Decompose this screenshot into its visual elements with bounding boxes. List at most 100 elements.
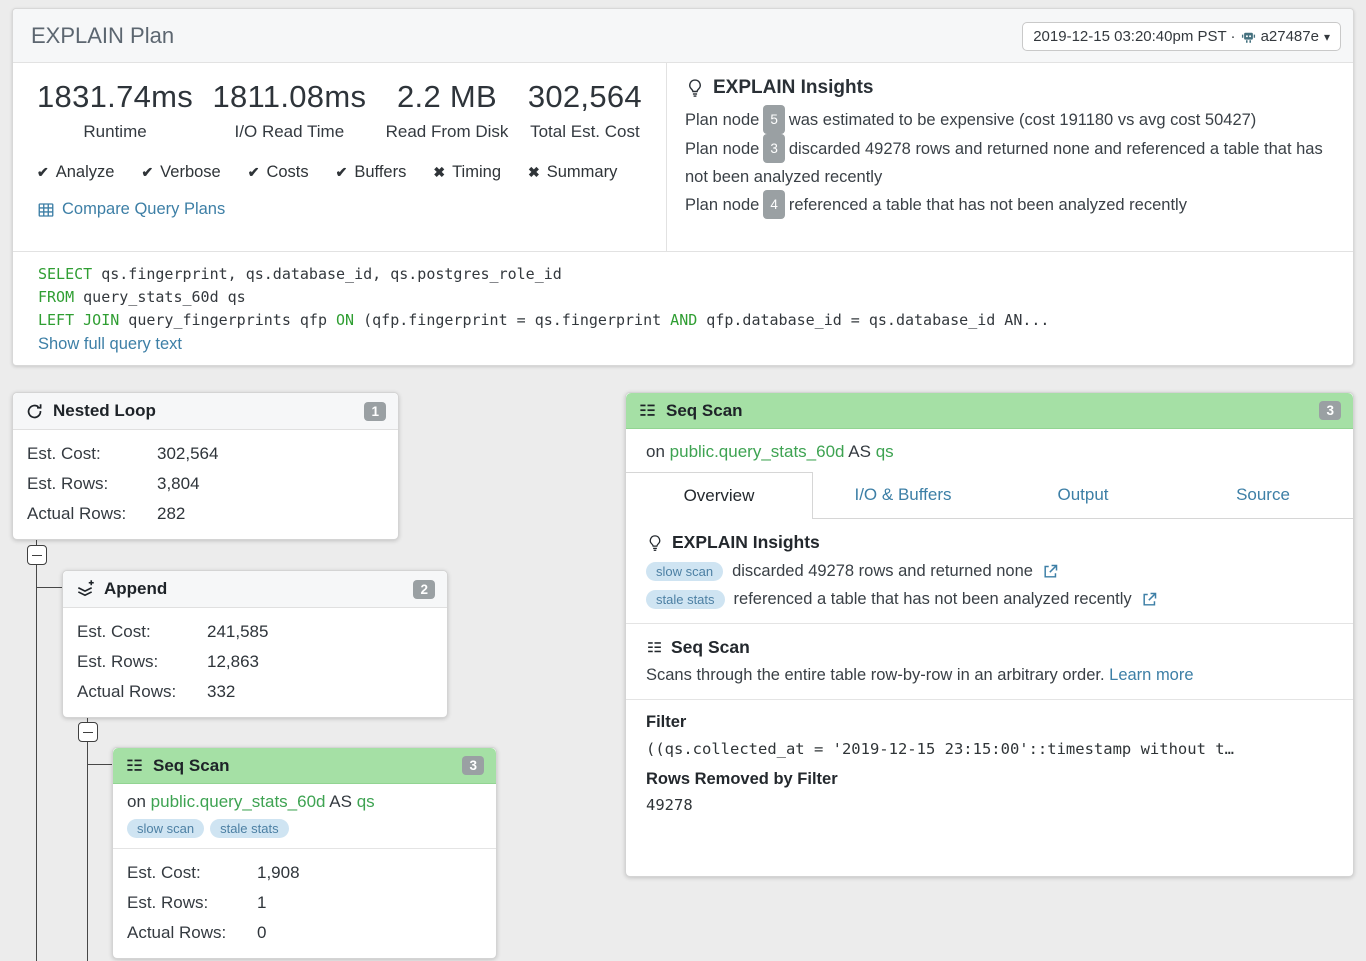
table-link[interactable]: public.query_stats_60d — [150, 792, 326, 811]
node-stat-value: 332 — [207, 682, 236, 701]
show-full-query-link[interactable]: Show full query text — [38, 335, 182, 353]
panel-insights-section: EXPLAIN Insights slow scan discarded 492… — [626, 519, 1353, 624]
flag-item: ✔ Costs — [248, 163, 309, 182]
minus-icon — [32, 554, 42, 556]
insights-title-row: EXPLAIN Insights — [685, 77, 1335, 99]
node-stat-value: 241,585 — [207, 622, 269, 641]
commit-ref: a27487e — [1260, 28, 1319, 45]
stat-item: 1811.08ms I/O Read Time — [212, 79, 366, 142]
node-stat-value: 282 — [157, 504, 186, 523]
node-type-title: Seq Scan — [671, 637, 750, 657]
flag-mark-icon: ✔ — [247, 164, 260, 180]
insight-tag-pill[interactable]: stale stats — [210, 819, 289, 838]
external-link-icon[interactable] — [1141, 591, 1158, 608]
insight-item: Plan node 3 discarded 49278 rows and retur… — [685, 134, 1335, 191]
node-stat-row: Est. Cost: 241,585 — [77, 617, 433, 647]
rows-removed-value: 49278 — [646, 796, 693, 814]
panel-insights-title-row: EXPLAIN Insights — [646, 532, 1333, 553]
panel-tab[interactable]: Overview — [626, 472, 813, 519]
plan-node-badge: 4 — [763, 190, 785, 219]
compare-query-plans-link[interactable]: Compare Query Plans — [37, 200, 225, 219]
insight-tag-pill[interactable]: stale stats — [646, 590, 725, 609]
as-keyword: AS — [329, 792, 352, 811]
plan-node-card-nested-loop[interactable]: Nested Loop 1 Est. Cost: 302,564 Est. Ro… — [12, 392, 399, 540]
collapse-toggle-2[interactable] — [78, 722, 98, 742]
learn-more-link[interactable]: Learn more — [1109, 666, 1194, 684]
node-header: Append 2 — [63, 571, 447, 608]
external-link-icon[interactable] — [1042, 563, 1059, 580]
insight-prefix: Plan node — [685, 111, 760, 129]
table-grid-icon — [38, 202, 54, 217]
insight-tag-pill[interactable]: slow scan — [646, 562, 724, 581]
node-type-section: Seq Scan Scans through the entire table … — [626, 624, 1353, 700]
seq-scan-icon — [127, 759, 142, 771]
node-stats: Est. Cost: 241,585 Est. Rows: 12,863 Act… — [63, 608, 447, 717]
insight-text: referenced a table that has not been ana… — [788, 196, 1187, 214]
lightbulb-icon — [689, 79, 701, 97]
compare-link-label: Compare Query Plans — [62, 200, 226, 218]
plan-selector-button[interactable]: 2019-12-15 03:20:40pm PST · a27487e ▾ — [1022, 22, 1341, 51]
collapse-toggle-1[interactable] — [27, 545, 47, 565]
filter-section: Filter ((qs.collected_at = '2019-12-15 2… — [626, 700, 1353, 828]
tree-connector-vertical-1 — [36, 525, 37, 961]
flag-label: Buffers — [354, 163, 407, 181]
flag-label: Verbose — [160, 163, 221, 181]
node-header: Seq Scan 3 — [113, 748, 496, 784]
panel-title: Seq Scan — [666, 400, 743, 420]
robot-icon — [1241, 32, 1255, 43]
panel-tab[interactable]: Output — [993, 472, 1173, 519]
stat-value: 1811.08ms — [212, 79, 367, 114]
panel-target-line: on public.query_stats_60d AS qs — [626, 429, 1353, 472]
alias-link[interactable]: qs — [356, 792, 375, 811]
plan-node-card-append[interactable]: Append 2 Est. Cost: 241,585 Est. Rows: 1… — [62, 570, 448, 718]
node-stat-row: Actual Rows: 332 — [77, 677, 433, 707]
node-title: Nested Loop — [53, 401, 156, 420]
node-target-line: on public.query_stats_60d AS qs — [127, 792, 482, 812]
node-stat-row: Est. Rows: 3,804 — [27, 469, 384, 499]
description-text: Scans through the entire table row-by-ro… — [646, 666, 1105, 684]
panel-tab[interactable]: I/O & Buffers — [813, 472, 993, 519]
flag-mark-icon: ✔ — [37, 164, 49, 180]
insights-title: EXPLAIN Insights — [713, 77, 874, 98]
panel-insights-title: EXPLAIN Insights — [672, 532, 820, 552]
plan-node-card-seq-scan[interactable]: Seq Scan 3 on public.query_stats_60d AS … — [112, 747, 497, 959]
node-stat-row: Est. Cost: 302,564 — [27, 439, 384, 469]
filter-expression: ((qs.collected_at = '2019-12-15 23:15:00… — [646, 740, 1234, 758]
flag-item: ✔ Verbose — [141, 163, 220, 182]
node-tags: slow scan stale stats — [127, 819, 482, 838]
sql-line: SELECT qs.fingerprint, qs.database_id, q… — [38, 265, 562, 283]
insight-prefix: Plan node — [685, 140, 760, 158]
sql-text: SELECT qs.fingerprint, qs.database_id, q… — [38, 263, 1333, 332]
table-link[interactable]: public.query_stats_60d — [669, 442, 845, 461]
node-stat-label: Est. Cost: — [127, 863, 201, 882]
on-keyword: on — [646, 442, 665, 461]
panel-insight-text: discarded 49278 rows and returned none — [732, 562, 1033, 580]
flag-item: ✔ Buffers — [336, 163, 407, 182]
card-body: 1831.74ms Runtime 1811.08ms I/O Read Tim… — [13, 63, 1353, 251]
explain-plan-card: EXPLAIN Plan 2019-12-15 03:20:40pm PST ·… — [12, 8, 1354, 366]
insight-tag-pill[interactable]: slow scan — [127, 819, 205, 838]
alias-link[interactable]: qs — [875, 442, 894, 461]
node-stat-row: Est. Rows: 12,863 — [77, 647, 433, 677]
node-stat-label: Actual Rows: — [127, 923, 227, 942]
stat-label: Total Est. Cost — [530, 122, 640, 141]
stat-label: Runtime — [83, 122, 147, 141]
node-title: Seq Scan — [153, 755, 230, 775]
sql-line: FROM query_stats_60d qs — [38, 288, 246, 306]
stat-value: 1831.74ms — [37, 79, 194, 114]
lightbulb-icon — [649, 534, 661, 551]
panel-insight-item: stale stats referenced a table that has … — [646, 590, 1333, 609]
node-stat-label: Est. Rows: — [77, 652, 159, 671]
plan-node-badge: 3 — [763, 134, 785, 163]
node-type-description: Scans through the entire table row-by-ro… — [646, 666, 1333, 685]
insight-item: Plan node 4 referenced a table that has no… — [685, 190, 1335, 220]
flag-mark-icon: ✖ — [528, 164, 540, 180]
node-type-title-row: Seq Scan — [646, 637, 1333, 658]
insights-section: EXPLAIN Insights Plan node 5 was estimated… — [667, 63, 1353, 251]
flag-item: ✔ Analyze — [37, 163, 114, 182]
panel-tab[interactable]: Source — [1173, 472, 1353, 519]
node-stat-label: Est. Rows: — [27, 474, 109, 493]
card-header: EXPLAIN Plan 2019-12-15 03:20:40pm PST ·… — [13, 9, 1353, 63]
node-number-badge: 1 — [364, 401, 386, 421]
